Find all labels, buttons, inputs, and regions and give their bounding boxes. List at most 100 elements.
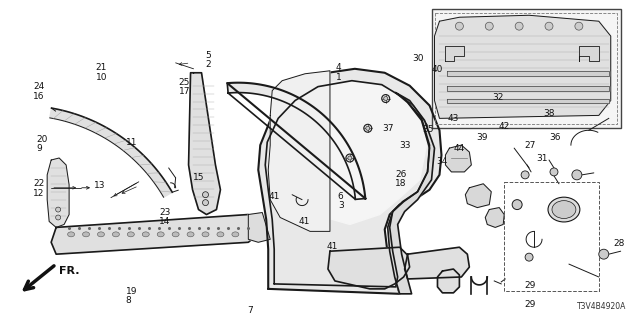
Polygon shape (445, 145, 471, 172)
Ellipse shape (97, 232, 104, 237)
Text: 39: 39 (476, 133, 488, 142)
Text: 42: 42 (499, 122, 509, 131)
Text: 8: 8 (125, 296, 131, 305)
Text: 27: 27 (524, 141, 535, 150)
Text: 31: 31 (537, 154, 548, 163)
Circle shape (599, 249, 609, 259)
Circle shape (364, 124, 372, 132)
Ellipse shape (187, 232, 194, 237)
Text: 41: 41 (326, 243, 338, 252)
Text: 25: 25 (179, 77, 190, 86)
Circle shape (346, 154, 354, 162)
Circle shape (515, 22, 523, 30)
Text: 29: 29 (524, 281, 535, 290)
Bar (504, 182, 599, 291)
Text: 12: 12 (33, 188, 45, 197)
Text: 11: 11 (125, 138, 137, 147)
Text: 22: 22 (33, 179, 45, 188)
Circle shape (366, 126, 370, 130)
Polygon shape (268, 71, 330, 231)
Polygon shape (227, 83, 365, 199)
Text: 28: 28 (613, 239, 625, 248)
Text: 13: 13 (94, 180, 106, 190)
Circle shape (202, 192, 209, 198)
Text: 26: 26 (395, 170, 406, 179)
Ellipse shape (217, 232, 224, 237)
Polygon shape (280, 81, 428, 224)
Text: 40: 40 (431, 65, 443, 74)
Text: 35: 35 (422, 125, 433, 134)
Text: 14: 14 (159, 217, 171, 226)
Text: 41: 41 (299, 217, 310, 226)
Text: 18: 18 (395, 179, 406, 188)
Text: 3: 3 (338, 201, 344, 210)
Circle shape (545, 22, 553, 30)
Polygon shape (465, 184, 492, 208)
Text: 34: 34 (436, 157, 447, 166)
Ellipse shape (552, 201, 576, 219)
Ellipse shape (202, 232, 209, 237)
Polygon shape (259, 69, 442, 294)
Polygon shape (388, 92, 435, 294)
Text: 36: 36 (549, 133, 561, 142)
Text: 6: 6 (338, 192, 344, 201)
Circle shape (572, 170, 582, 180)
Circle shape (202, 200, 209, 206)
Text: 23: 23 (159, 208, 171, 217)
Ellipse shape (172, 232, 179, 237)
Text: 17: 17 (179, 87, 190, 96)
Circle shape (456, 22, 463, 30)
Circle shape (485, 22, 493, 30)
Text: 30: 30 (412, 54, 424, 63)
Text: T3V4B4920A: T3V4B4920A (577, 302, 627, 311)
Text: 38: 38 (543, 109, 554, 118)
Text: 7: 7 (246, 306, 252, 315)
Bar (435, 13, 617, 124)
Ellipse shape (68, 232, 75, 237)
Text: 19: 19 (125, 287, 137, 296)
Polygon shape (248, 212, 270, 242)
Circle shape (56, 207, 61, 212)
Text: 44: 44 (454, 144, 465, 153)
Text: 43: 43 (447, 114, 459, 123)
Ellipse shape (157, 232, 164, 237)
Text: 5: 5 (205, 51, 211, 60)
Text: 24: 24 (33, 82, 45, 91)
Text: 32: 32 (492, 93, 504, 102)
Polygon shape (189, 73, 220, 214)
Polygon shape (445, 46, 465, 61)
Text: 29: 29 (524, 300, 535, 308)
Circle shape (56, 215, 61, 220)
Polygon shape (447, 86, 609, 91)
Polygon shape (579, 46, 599, 61)
Ellipse shape (232, 232, 239, 237)
Bar (431, 9, 621, 128)
Polygon shape (47, 158, 69, 228)
Polygon shape (328, 247, 410, 289)
Ellipse shape (127, 232, 134, 237)
Polygon shape (447, 71, 609, 76)
Ellipse shape (548, 197, 580, 222)
Circle shape (575, 22, 583, 30)
Text: FR.: FR. (59, 266, 79, 276)
Text: 20: 20 (36, 135, 48, 144)
Polygon shape (485, 208, 504, 228)
Text: 21: 21 (96, 63, 107, 72)
Circle shape (381, 95, 390, 102)
Text: 15: 15 (193, 173, 204, 182)
Circle shape (525, 253, 533, 261)
Polygon shape (447, 99, 609, 103)
Circle shape (348, 156, 352, 160)
Polygon shape (51, 214, 259, 254)
Circle shape (521, 171, 529, 179)
Text: 41: 41 (269, 192, 280, 201)
Polygon shape (435, 15, 611, 118)
Polygon shape (438, 269, 460, 293)
Text: 9: 9 (36, 144, 42, 153)
Circle shape (512, 200, 522, 210)
Polygon shape (404, 247, 469, 279)
Polygon shape (50, 108, 172, 197)
Ellipse shape (142, 232, 149, 237)
Text: 4: 4 (336, 63, 342, 72)
Text: 33: 33 (399, 141, 411, 150)
